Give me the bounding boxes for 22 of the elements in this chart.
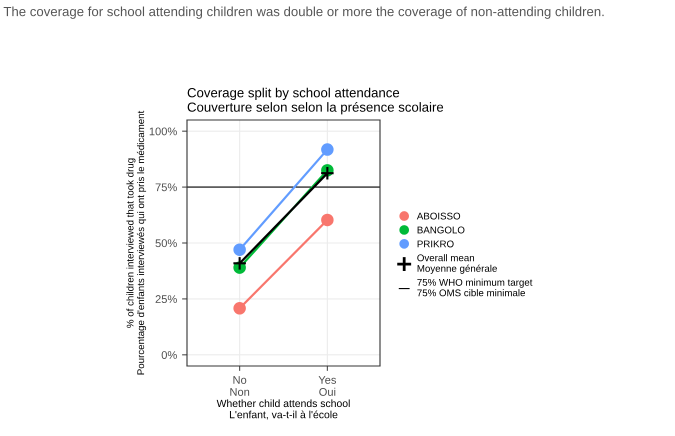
- legend-label: Overall mean Moyenne générale: [417, 254, 497, 274]
- point: [233, 302, 246, 315]
- chart-title: Coverage split by school attendance Couverture selon selon la présence scolaire: [188, 88, 444, 114]
- point: [232, 256, 247, 271]
- x-tick-label: Yes Oui: [318, 376, 336, 396]
- legend-label: BANGOLO: [418, 226, 464, 234]
- text: The coverage for school attending children was double or more the coverage of non-attending children.: [4, 6, 604, 19]
- legend-label: ABOISSO: [416, 212, 460, 220]
- y-axis-title: % of children interviewed that took drug Pourcentage d'enfants interviewés qui ont pris le médicament: [126, 110, 146, 374]
- y-tick-label: 100%: [150, 127, 177, 136]
- y-tick-label: 0%: [162, 351, 177, 359]
- y-tick-label: 50%: [155, 239, 177, 248]
- y-tick-label: 75%: [156, 183, 177, 192]
- y-tick-label: 25%: [156, 295, 177, 304]
- point: [233, 243, 246, 256]
- x-tick-label: No Non: [230, 376, 250, 396]
- point: [321, 214, 334, 226]
- legend-label: 75% WHO minimum target 75% OMS cible minimale: [417, 278, 532, 296]
- point: [321, 143, 334, 156]
- legend-label: PRIKRO: [418, 240, 454, 248]
- x-axis-title: Whether child attends school L'enfant, va-t-il à l'école: [216, 399, 350, 420]
- point: [320, 166, 335, 181]
